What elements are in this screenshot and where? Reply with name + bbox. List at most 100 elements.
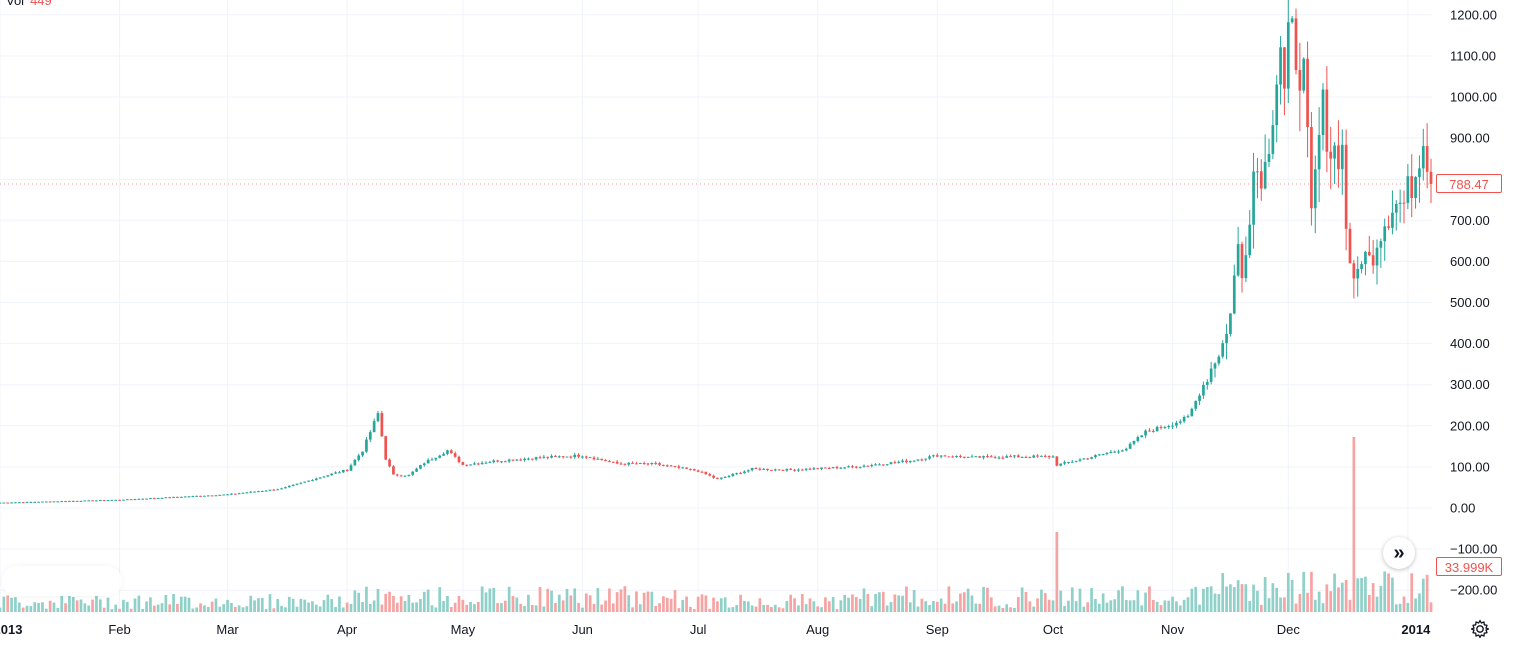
candle-body <box>897 461 901 463</box>
candle-body <box>1321 89 1325 135</box>
volume-bar <box>631 607 634 612</box>
volume-bar <box>812 601 816 612</box>
candle-body <box>557 456 561 458</box>
volume-bar <box>1070 587 1074 612</box>
candle-body <box>1229 313 1232 334</box>
volume-bar <box>858 598 862 612</box>
volume-bar <box>1271 583 1275 612</box>
double-chevron-right-icon: » <box>1393 541 1405 564</box>
volume-bar <box>1117 590 1120 612</box>
volume-bar <box>827 601 831 612</box>
candle-body <box>1275 84 1279 126</box>
volume-bar <box>1067 600 1070 612</box>
y-tick-label: 0.00 <box>1450 501 1475 516</box>
candle-body <box>943 455 947 457</box>
candle-body <box>1360 264 1363 269</box>
volume-bar <box>361 601 364 612</box>
volume-bar <box>1013 607 1016 612</box>
candle-body <box>179 496 183 498</box>
candle-body <box>650 462 654 465</box>
volume-bar <box>41 602 44 612</box>
candle-body <box>1178 421 1182 423</box>
candle-body <box>939 455 943 457</box>
volume-bar <box>98 599 102 612</box>
candle-body <box>21 502 25 504</box>
chart-settings-button[interactable] <box>1467 616 1493 642</box>
candle-body <box>118 499 121 501</box>
volume-bar <box>1132 600 1136 612</box>
candle-body <box>619 463 623 465</box>
candle-body <box>1410 176 1414 199</box>
candle-body <box>719 477 723 479</box>
volume-bar <box>33 602 37 612</box>
candle-body <box>611 461 615 463</box>
scroll-to-realtime-button[interactable]: » <box>1383 537 1415 569</box>
candle-body <box>187 496 191 498</box>
candle-body <box>1020 457 1024 459</box>
volume-bar <box>1063 606 1066 612</box>
volume-bar <box>110 609 114 612</box>
candle-body <box>1256 171 1259 173</box>
candle-body <box>870 465 874 467</box>
x-tick-label: Nov <box>1161 622 1185 637</box>
candle-body <box>561 456 565 458</box>
candle-body <box>581 456 584 458</box>
volume-bar <box>1040 589 1043 612</box>
volume-bar <box>600 604 604 612</box>
candle-body <box>530 458 534 460</box>
candle-body <box>380 413 384 437</box>
candle-body <box>947 456 951 458</box>
volume-bar <box>1402 596 1406 612</box>
volume-bar <box>500 603 503 612</box>
candle-body <box>928 456 931 459</box>
candle-body <box>37 501 40 503</box>
volume-bar <box>1429 602 1433 612</box>
volume-bar <box>554 603 557 612</box>
volume-bar <box>214 598 218 612</box>
candle-body <box>708 474 712 476</box>
volume-bar <box>735 605 739 612</box>
candle-body <box>1202 384 1205 396</box>
volume-bar <box>1221 573 1225 612</box>
volume-legend-value: 449 <box>30 0 52 8</box>
candle-body <box>1263 161 1267 189</box>
volume-bar <box>29 606 33 612</box>
volume-bar <box>253 600 256 612</box>
volume-bar <box>851 594 854 612</box>
volume-bar <box>1325 584 1329 612</box>
volume-bar <box>71 597 75 612</box>
candle-body <box>1194 400 1198 409</box>
candle-body <box>935 455 939 457</box>
candle-body <box>692 469 696 471</box>
candle-body <box>10 502 13 504</box>
candle-body <box>1252 171 1255 225</box>
volume-bar <box>168 604 172 612</box>
volume-bar <box>318 606 322 612</box>
volume-bar <box>773 604 777 612</box>
volume-bar <box>908 602 912 612</box>
volume-bar <box>627 595 631 612</box>
candle-body <box>1232 275 1236 314</box>
candle-body <box>565 456 569 458</box>
volume-bar <box>1113 599 1117 612</box>
volume-bar <box>129 608 133 612</box>
candle-body <box>368 432 372 440</box>
volume-bar <box>60 594 64 612</box>
x-tick-label: Jul <box>690 622 707 637</box>
candle-body <box>1117 451 1120 453</box>
candle-body <box>496 460 499 462</box>
volume-bar <box>669 598 673 612</box>
candle-body <box>87 500 91 502</box>
volume-bar <box>1337 587 1340 612</box>
volume-bar <box>770 606 773 612</box>
volume-bar <box>1283 597 1286 612</box>
candle-body <box>1059 463 1063 466</box>
candle-body <box>303 481 307 483</box>
volume-bar <box>546 588 550 612</box>
candle-body <box>260 490 264 492</box>
candle-body <box>1005 456 1009 458</box>
volume-bar <box>1202 588 1205 612</box>
volume-bar <box>496 603 499 612</box>
volume-bar <box>6 595 10 612</box>
